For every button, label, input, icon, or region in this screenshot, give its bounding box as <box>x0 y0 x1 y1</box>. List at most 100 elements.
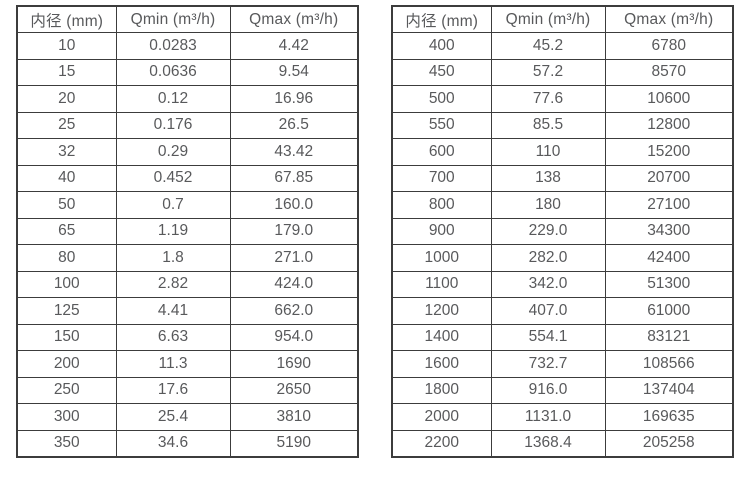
table-row: 450 57.2 8570 <box>391 58 734 86</box>
qmax-cell: 3810 <box>229 403 359 431</box>
qmin-cell: 1131.0 <box>490 403 606 431</box>
qmax-cell: 424.0 <box>229 270 359 298</box>
qmin-cell: 916.0 <box>490 376 606 404</box>
qmin-cell: 732.7 <box>490 350 606 378</box>
table-row: 10 0.0283 4.42 <box>16 32 359 60</box>
diameter-cell: 125 <box>16 297 117 325</box>
qmin-cell: 138 <box>490 164 606 192</box>
qmin-cell: 11.3 <box>115 350 231 378</box>
diameter-cell: 10 <box>16 32 117 60</box>
diameter-cell: 800 <box>391 191 492 219</box>
diameter-cell: 400 <box>391 32 492 60</box>
qmin-cell: 554.1 <box>490 323 606 351</box>
table-row: 40 0.452 67.85 <box>16 164 359 192</box>
qmin-column-header: Qmin (m³/h) <box>115 5 231 33</box>
qmin-cell: 282.0 <box>490 244 606 272</box>
qmax-cell: 67.85 <box>229 164 359 192</box>
diameter-cell: 450 <box>391 58 492 86</box>
diameter-cell: 350 <box>16 429 117 457</box>
table-row: 1100 342.0 51300 <box>391 270 734 298</box>
diameter-cell: 1000 <box>391 244 492 272</box>
qmax-cell: 5190 <box>229 429 359 457</box>
qmin-cell: 45.2 <box>490 32 606 60</box>
qmax-cell: 83121 <box>604 323 734 351</box>
qmin-cell: 0.12 <box>115 85 231 113</box>
qmax-cell: 20700 <box>604 164 734 192</box>
table-row: 20 0.12 16.96 <box>16 85 359 113</box>
qmax-cell: 271.0 <box>229 244 359 272</box>
table-row: 1600 732.7 108566 <box>391 350 734 378</box>
table-row: 100 2.82 424.0 <box>16 270 359 298</box>
table-header: 内径 (mm) Qmin (m³/h) Qmax (m³/h) <box>16 5 359 33</box>
table-row: 800 180 27100 <box>391 191 734 219</box>
diameter-cell: 600 <box>391 138 492 166</box>
qmax-cell: 205258 <box>604 429 734 457</box>
qmin-cell: 85.5 <box>490 111 606 139</box>
diameter-cell: 40 <box>16 164 117 192</box>
qmax-cell: 108566 <box>604 350 734 378</box>
qmax-cell: 15200 <box>604 138 734 166</box>
diameter-cell: 250 <box>16 376 117 404</box>
diameter-cell: 700 <box>391 164 492 192</box>
qmax-cell: 12800 <box>604 111 734 139</box>
diameter-cell: 300 <box>16 403 117 431</box>
diameter-cell: 550 <box>391 111 492 139</box>
flow-table-large-diameters: 内径 (mm) Qmin (m³/h) Qmax (m³/h) 400 45.2 678… <box>391 5 734 458</box>
table-row: 600 110 15200 <box>391 138 734 166</box>
table-row: 500 77.6 10600 <box>391 85 734 113</box>
table-row: 25 0.176 26.5 <box>16 111 359 139</box>
diameter-cell: 500 <box>391 85 492 113</box>
qmax-cell: 26.5 <box>229 111 359 139</box>
qmin-cell: 0.176 <box>115 111 231 139</box>
qmin-cell: 1368.4 <box>490 429 606 457</box>
qmin-cell: 4.41 <box>115 297 231 325</box>
qmax-cell: 27100 <box>604 191 734 219</box>
diameter-column-header: 内径 (mm) <box>391 5 492 33</box>
diameter-cell: 65 <box>16 217 117 245</box>
table-row: 1400 554.1 83121 <box>391 323 734 351</box>
table-row: 125 4.41 662.0 <box>16 297 359 325</box>
qmin-cell: 180 <box>490 191 606 219</box>
qmin-cell: 1.8 <box>115 244 231 272</box>
qmin-cell: 77.6 <box>490 85 606 113</box>
qmax-cell: 42400 <box>604 244 734 272</box>
header-row: 内径 (mm) Qmin (m³/h) Qmax (m³/h) <box>391 5 734 33</box>
table-row: 400 45.2 6780 <box>391 32 734 60</box>
diameter-cell: 2200 <box>391 429 492 457</box>
qmax-column-header: Qmax (m³/h) <box>229 5 359 33</box>
table-row: 65 1.19 179.0 <box>16 217 359 245</box>
qmin-cell: 17.6 <box>115 376 231 404</box>
table-row: 2200 1368.4 205258 <box>391 429 734 457</box>
table-row: 700 138 20700 <box>391 164 734 192</box>
qmin-cell: 2.82 <box>115 270 231 298</box>
qmin-cell: 6.63 <box>115 323 231 351</box>
diameter-cell: 15 <box>16 58 117 86</box>
qmax-cell: 34300 <box>604 217 734 245</box>
table-body: 10 0.0283 4.42 15 0.0636 9.54 20 0.12 16.96 25 0.1… <box>16 32 359 457</box>
table-header: 内径 (mm) Qmin (m³/h) Qmax (m³/h) <box>391 5 734 33</box>
table-row: 80 1.8 271.0 <box>16 244 359 272</box>
qmin-cell: 1.19 <box>115 217 231 245</box>
qmax-cell: 179.0 <box>229 217 359 245</box>
diameter-cell: 150 <box>16 323 117 351</box>
qmax-cell: 4.42 <box>229 32 359 60</box>
qmax-cell: 8570 <box>604 58 734 86</box>
diameter-cell: 200 <box>16 350 117 378</box>
qmin-cell: 110 <box>490 138 606 166</box>
diameter-cell: 1800 <box>391 376 492 404</box>
table-row: 150 6.63 954.0 <box>16 323 359 351</box>
qmin-cell: 0.0636 <box>115 58 231 86</box>
qmax-cell: 6780 <box>604 32 734 60</box>
diameter-cell: 100 <box>16 270 117 298</box>
qmin-cell: 57.2 <box>490 58 606 86</box>
qmin-cell: 0.0283 <box>115 32 231 60</box>
table-row: 50 0.7 160.0 <box>16 191 359 219</box>
header-row: 内径 (mm) Qmin (m³/h) Qmax (m³/h) <box>16 5 359 33</box>
qmax-cell: 2650 <box>229 376 359 404</box>
diameter-cell: 1600 <box>391 350 492 378</box>
table-row: 1800 916.0 137404 <box>391 376 734 404</box>
qmin-cell: 0.29 <box>115 138 231 166</box>
qmax-cell: 51300 <box>604 270 734 298</box>
flow-table-small-diameters: 内径 (mm) Qmin (m³/h) Qmax (m³/h) 10 0.0283 4.… <box>16 5 359 458</box>
